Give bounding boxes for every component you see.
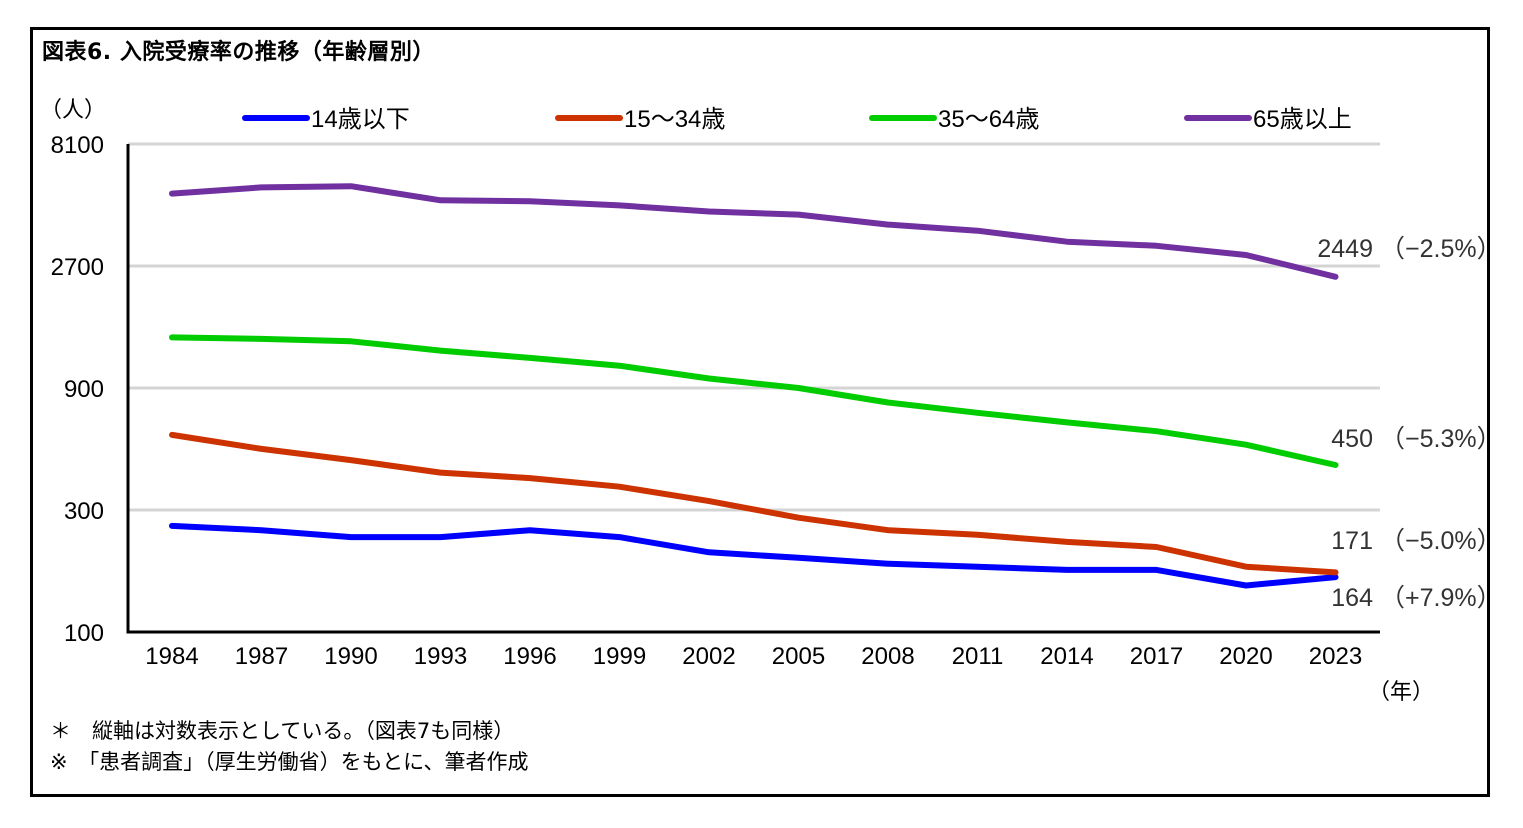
x-tick-label: 2023 bbox=[1309, 643, 1362, 670]
y-tick-label: 2700 bbox=[51, 254, 104, 281]
end-change-label: （−5.3%） bbox=[1380, 425, 1502, 453]
end-change-label: （−2.5%） bbox=[1380, 235, 1502, 263]
legend-label: 35～64歳 bbox=[938, 106, 1039, 133]
end-change-label: （+7.9%） bbox=[1380, 584, 1502, 612]
legend-label: 15～34歳 bbox=[624, 106, 725, 133]
footnote-log-scale: ＊ 縦軸は対数表示としている。（図表7も同様） bbox=[50, 719, 515, 743]
y-tick-label: 8100 bbox=[51, 132, 104, 159]
footnote-source: ※ 「患者調査」（厚生労働省）をもとに、筆者作成 bbox=[50, 750, 529, 774]
x-tick-label: 1987 bbox=[235, 643, 288, 670]
y-tick-label: 300 bbox=[64, 498, 104, 525]
series-line bbox=[169, 334, 1339, 468]
x-tick-label: 1990 bbox=[324, 643, 377, 670]
x-tick-label: 1996 bbox=[503, 643, 556, 670]
x-tick-label: 1984 bbox=[145, 643, 198, 670]
end-value-label: 450 bbox=[1331, 425, 1373, 453]
x-tick-label: 2008 bbox=[861, 643, 914, 670]
series-line bbox=[169, 431, 1339, 576]
series-line bbox=[169, 522, 1339, 589]
x-tick-label: 2014 bbox=[1040, 643, 1093, 670]
end-value-label: 171 bbox=[1331, 527, 1373, 555]
x-tick-label: 2011 bbox=[952, 643, 1004, 670]
chart-frame bbox=[30, 27, 1490, 797]
series-line bbox=[169, 183, 1339, 280]
end-change-label: （−5.0%） bbox=[1380, 527, 1502, 555]
x-axis-unit: （年） bbox=[1368, 680, 1435, 705]
legend-label: 65歳以上 bbox=[1253, 106, 1352, 133]
footnotes: ＊ 縦軸は対数表示としている。（図表7も同様） ※ 「患者調査」（厚生労働省）を… bbox=[50, 716, 529, 778]
y-tick-label: 100 bbox=[64, 620, 104, 647]
x-tick-label: 2017 bbox=[1130, 643, 1183, 670]
end-value-label: 2449 bbox=[1317, 235, 1373, 263]
y-axis-unit: （人） bbox=[40, 98, 107, 123]
chart-title: 図表6. 入院受療率の推移（年齢層別） bbox=[42, 40, 435, 65]
y-tick-label: 900 bbox=[64, 376, 104, 403]
end-value-label: 164 bbox=[1331, 584, 1373, 612]
x-tick-label: 2005 bbox=[772, 643, 825, 670]
x-tick-label: 2020 bbox=[1219, 643, 1272, 670]
x-tick-label: 1999 bbox=[593, 643, 646, 670]
x-tick-label: 2002 bbox=[682, 643, 735, 670]
x-tick-label: 1993 bbox=[414, 643, 467, 670]
legend-label: 14歳以下 bbox=[311, 106, 410, 133]
